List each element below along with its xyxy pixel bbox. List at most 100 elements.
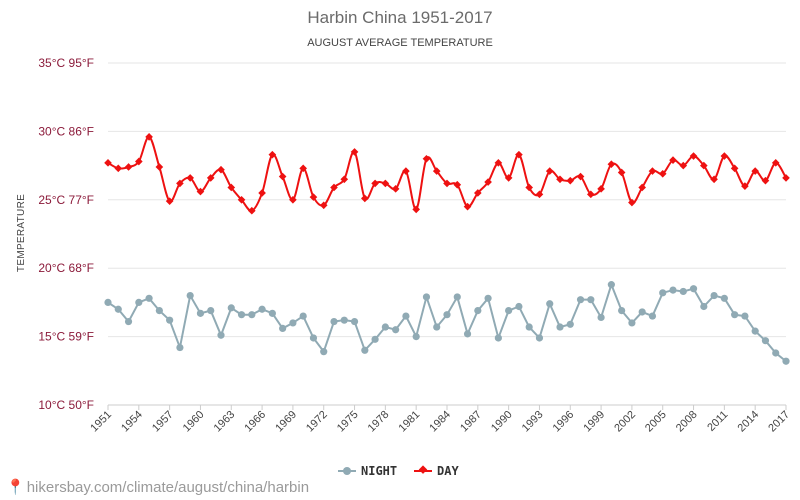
data-point-night[interactable] <box>443 311 451 319</box>
data-point-night[interactable] <box>566 320 574 328</box>
data-point-night[interactable] <box>422 293 431 301</box>
data-point-night[interactable] <box>607 281 615 289</box>
data-point-night[interactable] <box>782 357 790 365</box>
data-point-night[interactable] <box>597 313 605 322</box>
data-point-day[interactable] <box>360 194 369 203</box>
data-point-night[interactable] <box>731 311 739 319</box>
data-point-day[interactable] <box>689 152 698 160</box>
data-point-night[interactable] <box>587 296 595 304</box>
data-point-night[interactable] <box>576 296 585 304</box>
data-point-day[interactable] <box>155 163 164 171</box>
data-point-night[interactable] <box>720 294 728 302</box>
data-point-day[interactable] <box>669 156 677 164</box>
data-point-day[interactable] <box>525 183 534 192</box>
data-point-night[interactable] <box>772 349 780 357</box>
data-point-night[interactable] <box>268 309 276 317</box>
data-point-night[interactable] <box>320 348 328 356</box>
data-point-night[interactable] <box>402 312 410 320</box>
data-point-day[interactable] <box>227 183 236 192</box>
data-point-day[interactable] <box>566 176 575 185</box>
data-point-night[interactable] <box>710 291 718 300</box>
data-point-night[interactable] <box>546 300 554 308</box>
data-point-night[interactable] <box>618 307 626 315</box>
data-point-night[interactable] <box>124 317 133 326</box>
data-point-day[interactable] <box>412 205 421 214</box>
data-point-day[interactable] <box>484 178 492 186</box>
data-point-night[interactable] <box>135 298 143 306</box>
data-point-night[interactable] <box>145 294 153 302</box>
data-point-night[interactable] <box>237 311 246 319</box>
data-point-day[interactable] <box>730 164 739 173</box>
data-point-day[interactable] <box>268 150 277 159</box>
data-point-day[interactable] <box>638 183 647 192</box>
data-point-night[interactable] <box>700 302 708 311</box>
data-point-night[interactable] <box>628 319 636 327</box>
data-point-day[interactable] <box>761 176 770 185</box>
data-point-day[interactable] <box>124 163 133 171</box>
data-point-night[interactable] <box>196 309 205 317</box>
data-point-night[interactable] <box>433 323 441 331</box>
data-point-day[interactable] <box>535 190 544 199</box>
data-point-day[interactable] <box>576 172 585 181</box>
data-point-day[interactable] <box>402 167 410 175</box>
data-point-day[interactable] <box>607 160 616 169</box>
data-point-night[interactable] <box>689 285 698 293</box>
data-point-night[interactable] <box>104 298 112 306</box>
data-point-night[interactable] <box>258 305 266 313</box>
data-point-night[interactable] <box>299 312 307 320</box>
data-point-night[interactable] <box>761 337 770 345</box>
data-point-day[interactable] <box>782 174 790 182</box>
data-point-night[interactable] <box>412 333 420 341</box>
data-point-night[interactable] <box>114 305 122 313</box>
data-point-night[interactable] <box>679 287 687 296</box>
data-point-night[interactable] <box>505 307 513 315</box>
data-point-day[interactable] <box>751 167 760 175</box>
data-point-day[interactable] <box>658 169 667 178</box>
data-point-night[interactable] <box>494 334 502 342</box>
data-point-night[interactable] <box>248 311 256 319</box>
data-point-day[interactable] <box>114 164 123 173</box>
data-point-night[interactable] <box>463 330 472 338</box>
data-point-night[interactable] <box>176 343 184 352</box>
watermark-link[interactable]: 📍 hikersbay.com/climate/august/china/harb… <box>6 478 309 496</box>
data-point-day[interactable] <box>453 180 462 189</box>
data-point-night[interactable] <box>535 334 544 342</box>
data-point-night[interactable] <box>741 312 749 320</box>
data-point-day[interactable] <box>515 150 523 159</box>
data-point-day[interactable] <box>104 159 112 167</box>
data-point-day[interactable] <box>258 189 266 197</box>
data-point-night[interactable] <box>515 302 523 311</box>
data-point-day[interactable] <box>617 168 626 177</box>
data-point-night[interactable] <box>392 326 400 334</box>
data-point-day[interactable] <box>648 167 657 175</box>
data-point-day[interactable] <box>720 152 729 160</box>
data-point-day[interactable] <box>628 198 636 207</box>
data-point-day[interactable] <box>330 183 338 192</box>
data-point-day[interactable] <box>586 190 595 199</box>
data-point-day[interactable] <box>699 161 708 170</box>
data-point-night[interactable] <box>484 294 492 302</box>
data-point-day[interactable] <box>741 182 749 190</box>
data-point-night[interactable] <box>361 346 369 354</box>
data-point-day[interactable] <box>278 172 287 181</box>
data-point-night[interactable] <box>371 335 379 343</box>
data-point-night[interactable] <box>279 324 287 332</box>
data-point-night[interactable] <box>217 331 225 339</box>
data-point-night[interactable] <box>166 316 174 324</box>
data-point-night[interactable] <box>474 307 482 315</box>
data-point-night[interactable] <box>207 307 215 315</box>
data-point-night[interactable] <box>638 308 646 316</box>
data-point-night[interactable] <box>556 323 564 331</box>
data-point-day[interactable] <box>556 175 564 184</box>
data-point-night[interactable] <box>669 286 677 294</box>
data-point-night[interactable] <box>227 304 235 312</box>
data-point-night[interactable] <box>340 316 348 324</box>
data-point-night[interactable] <box>289 319 297 327</box>
data-point-night[interactable] <box>751 327 759 335</box>
data-point-night[interactable] <box>186 291 194 300</box>
data-point-night[interactable] <box>309 334 318 342</box>
data-point-day[interactable] <box>186 174 195 182</box>
data-point-day[interactable] <box>771 159 780 167</box>
data-point-night[interactable] <box>525 323 533 331</box>
data-point-night[interactable] <box>648 312 657 320</box>
